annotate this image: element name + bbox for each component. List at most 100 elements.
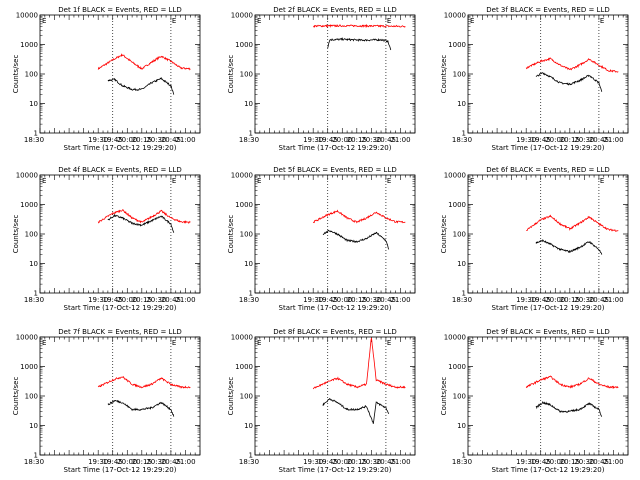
y-axis-label: Counts/sec <box>12 215 20 254</box>
y-tick-label: 1 <box>462 290 466 298</box>
x-tick-label: 21:00 <box>603 296 623 304</box>
x-tick-label: 21:00 <box>390 296 410 304</box>
x-axis-label: Start Time (17-Oct-12 19:29:20) <box>64 304 177 312</box>
y-tick-label: 10000 <box>444 172 466 180</box>
x-tick-label: 20:00 <box>545 136 565 144</box>
lld-rate-line <box>525 57 619 73</box>
x-tick-label: 20:45 <box>376 458 396 466</box>
x-tick-label: 20:30 <box>361 296 381 304</box>
x-tick-label: 20:00 <box>117 458 137 466</box>
y-tick-label: 1 <box>462 452 466 460</box>
y-axis-label: Counts/sec <box>227 55 235 94</box>
x-tick-label: 20:15 <box>347 458 367 466</box>
x-tick-label: 21:00 <box>603 136 623 144</box>
y-tick-label: 1 <box>34 130 38 138</box>
x-axis-label: Start Time (17-Oct-12 19:29:20) <box>492 144 605 152</box>
y-tick-label: 1000 <box>235 363 253 371</box>
x-tick-label: 19:30 <box>88 458 108 466</box>
y-tick-label: 10000 <box>231 334 253 342</box>
x-tick-label: 19:45 <box>531 136 551 144</box>
lld-rate-line <box>312 209 406 224</box>
y-axis-label: Counts/sec <box>227 215 235 254</box>
plot-title: Det 9f BLACK = Events, RED = LLD <box>486 328 609 336</box>
x-tick-label: 20:15 <box>132 136 152 144</box>
x-tick-label: 20:30 <box>361 136 381 144</box>
y-tick-label: 10000 <box>16 172 38 180</box>
x-tick-label: 20:15 <box>560 136 580 144</box>
x-tick-label: 20:45 <box>161 296 181 304</box>
lld-rate-line <box>312 337 406 390</box>
plot-title: Det 4f BLACK = Events, RED = LLD <box>58 166 181 174</box>
y-tick-label: 10 <box>29 422 38 430</box>
events-rate-line <box>327 37 392 51</box>
y-tick-label: 1 <box>462 130 466 138</box>
y-tick-label: 10000 <box>231 172 253 180</box>
y-tick-label: 10 <box>29 100 38 108</box>
y-tick-label: 1000 <box>448 41 466 49</box>
y-tick-label: 1 <box>249 452 253 460</box>
event-marker-label: E <box>172 17 176 25</box>
x-tick-label: 20:00 <box>332 136 352 144</box>
event-marker-label: E <box>387 177 391 185</box>
events-rate-line <box>107 76 175 95</box>
x-tick-label: 20:00 <box>117 136 137 144</box>
plot-panel: Det 1f BLACK = Events, RED = LLD 1 10 100 10… <box>12 6 201 152</box>
event-marker-label: E <box>470 17 474 25</box>
y-tick-label: 10000 <box>16 334 38 342</box>
y-tick-label: 1000 <box>20 41 38 49</box>
x-tick-label: 18:30 <box>452 136 472 144</box>
lld-rate-line <box>97 53 191 71</box>
y-tick-label: 100 <box>25 71 38 79</box>
lld-rate-line <box>525 375 619 390</box>
event-marker-label: E <box>42 339 46 347</box>
y-axis-label: Counts/sec <box>12 377 20 416</box>
x-tick-label: 18:30 <box>239 458 259 466</box>
x-axis-label: Start Time (17-Oct-12 19:29:20) <box>279 466 392 474</box>
x-tick-label: 19:45 <box>103 136 123 144</box>
x-tick-label: 18:30 <box>452 296 472 304</box>
event-marker-label: E <box>387 17 391 25</box>
event-marker-label: E <box>600 17 604 25</box>
x-axis-label: Start Time (17-Oct-12 19:29:20) <box>492 304 605 312</box>
plot-panel: Det 3f BLACK = Events, RED = LLD 1 10 100 10… <box>440 6 629 152</box>
y-tick-label: 100 <box>25 393 38 401</box>
x-axis-label: Start Time (17-Oct-12 19:29:20) <box>64 144 177 152</box>
plot-frame <box>254 174 416 294</box>
x-tick-label: 19:30 <box>303 296 323 304</box>
event-marker-label: E <box>387 339 391 347</box>
plot-panel: Det 6f BLACK = Events, RED = LLD 1 10 100 10… <box>440 166 629 312</box>
x-axis-label: Start Time (17-Oct-12 19:29:20) <box>492 466 605 474</box>
event-marker-label: E <box>600 339 604 347</box>
x-tick-label: 21:00 <box>390 136 410 144</box>
event-marker-label: E <box>257 177 261 185</box>
x-tick-label: 19:45 <box>318 136 338 144</box>
y-axis-label: Counts/sec <box>440 377 448 416</box>
y-tick-label: 100 <box>25 231 38 239</box>
plot-frame <box>254 336 416 456</box>
plot-panel: Det 7f BLACK = Events, RED = LLD 1 10 100 10… <box>12 328 201 474</box>
y-tick-label: 10000 <box>231 12 253 20</box>
x-tick-label: 19:30 <box>516 296 536 304</box>
x-tick-label: 20:15 <box>132 458 152 466</box>
lld-rate-line <box>97 375 191 389</box>
x-tick-label: 21:00 <box>175 296 195 304</box>
y-tick-label: 1 <box>34 290 38 298</box>
lld-rate-line <box>526 214 619 232</box>
x-tick-label: 20:30 <box>574 458 594 466</box>
plot-frame <box>39 336 201 456</box>
y-tick-label: 1000 <box>448 363 466 371</box>
y-tick-label: 1 <box>249 290 253 298</box>
event-marker-label: E <box>42 177 46 185</box>
y-tick-label: 10 <box>244 260 253 268</box>
plot-frame <box>467 336 629 456</box>
x-tick-label: 19:45 <box>318 458 338 466</box>
y-tick-label: 1000 <box>20 201 38 209</box>
x-tick-label: 20:30 <box>574 296 594 304</box>
events-rate-line <box>322 397 390 424</box>
x-tick-label: 20:00 <box>545 296 565 304</box>
x-tick-label: 20:15 <box>560 458 580 466</box>
y-tick-label: 100 <box>453 71 466 79</box>
x-tick-label: 20:45 <box>589 296 609 304</box>
x-tick-label: 20:15 <box>560 296 580 304</box>
event-marker-label: E <box>42 17 46 25</box>
